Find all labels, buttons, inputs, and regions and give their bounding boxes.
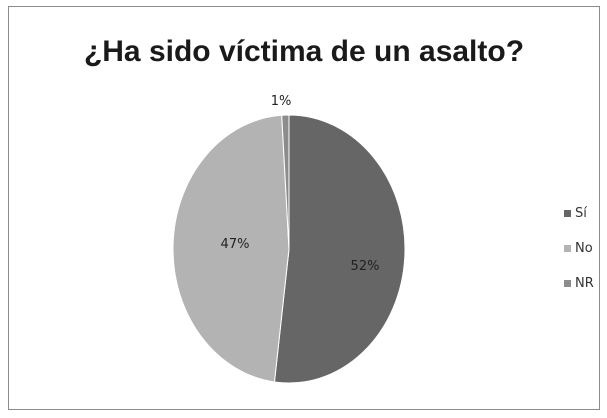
legend-swatch-si bbox=[564, 209, 571, 217]
legend-item-si: Sí bbox=[564, 204, 594, 222]
pie-slice-no bbox=[172, 114, 290, 383]
pie-slice-nr bbox=[281, 114, 290, 250]
legend-item-nr: NR bbox=[564, 274, 594, 292]
legend: Sí No NR bbox=[564, 204, 594, 309]
legend-swatch-no bbox=[564, 244, 571, 252]
legend-item-no: No bbox=[564, 239, 594, 257]
data-label-si: 52% bbox=[351, 259, 380, 274]
legend-swatch-nr bbox=[564, 279, 571, 287]
pie-slice-si bbox=[273, 114, 406, 384]
data-label-nr: 1% bbox=[271, 94, 292, 109]
chart-title: ¿Ha sido víctima de un asalto? bbox=[83, 35, 525, 68]
legend-label-nr: NR bbox=[575, 275, 594, 291]
legend-label-si: Sí bbox=[575, 205, 587, 221]
data-label-no: 47% bbox=[221, 237, 250, 252]
legend-label-no: No bbox=[575, 240, 593, 256]
